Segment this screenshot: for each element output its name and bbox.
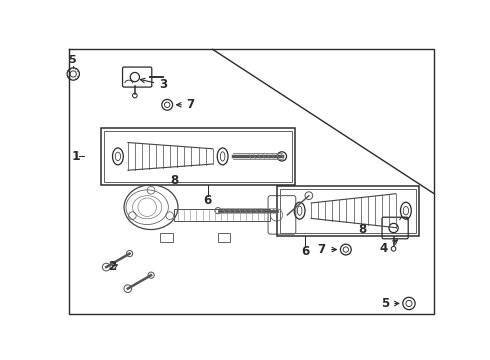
Text: 8: 8 bbox=[171, 174, 179, 187]
Text: 1: 1 bbox=[72, 150, 81, 163]
Text: 5: 5 bbox=[68, 55, 75, 65]
Text: 6: 6 bbox=[301, 244, 309, 258]
Bar bbox=[101, 128, 295, 185]
Text: 7: 7 bbox=[187, 98, 195, 111]
Text: 8: 8 bbox=[358, 223, 366, 236]
Bar bbox=[276, 186, 419, 236]
Bar bbox=[218, 233, 230, 242]
Bar bbox=[174, 209, 270, 221]
Text: 6: 6 bbox=[203, 194, 212, 207]
Text: 3: 3 bbox=[159, 77, 167, 90]
Text: 4: 4 bbox=[380, 242, 388, 255]
Bar bbox=[160, 233, 172, 242]
Text: 7: 7 bbox=[318, 243, 326, 256]
Bar bbox=[104, 131, 292, 182]
Text: 5: 5 bbox=[381, 297, 389, 310]
Text: 2: 2 bbox=[108, 260, 117, 273]
Bar bbox=[280, 189, 416, 233]
